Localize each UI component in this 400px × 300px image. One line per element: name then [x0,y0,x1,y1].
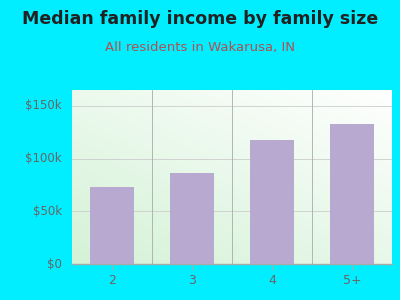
Bar [330,124,374,264]
Bar [250,140,294,264]
Text: $50k: $50k [33,205,62,218]
Text: $150k: $150k [25,99,62,112]
Bar [170,173,214,264]
Bar [90,187,134,264]
Text: All residents in Wakarusa, IN: All residents in Wakarusa, IN [105,40,295,53]
Text: $0: $0 [47,257,62,271]
Text: $100k: $100k [25,152,62,165]
Text: Median family income by family size: Median family income by family size [22,11,378,28]
